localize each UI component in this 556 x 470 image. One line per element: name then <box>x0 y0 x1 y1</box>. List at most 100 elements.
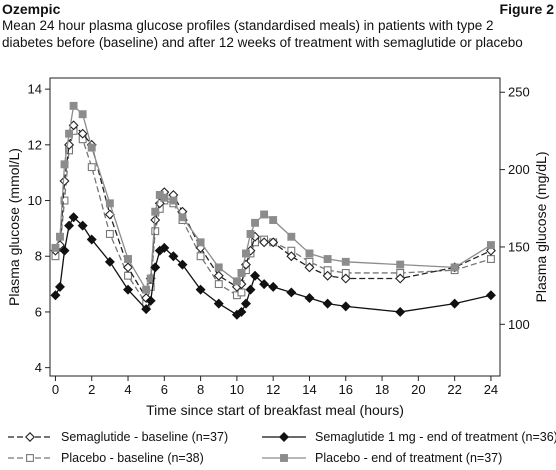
figure-caption-line-1: Mean 24 hour plasma glucose profiles (st… <box>2 18 494 33</box>
series-1-point <box>340 273 351 284</box>
y-right-tick-label: 100 <box>508 317 530 332</box>
series-4-point <box>486 241 495 250</box>
series-3-point <box>250 270 261 281</box>
series-1-point <box>59 176 70 187</box>
x-axis-label: Time since start of breakfast meal (hour… <box>146 402 404 418</box>
series-4-point <box>450 263 459 272</box>
series-3-point <box>159 242 170 253</box>
series-4-point <box>169 196 178 205</box>
y-right-tick-label: 150 <box>508 239 530 254</box>
figure-caption-line-2: diabetes before (baseline) and after 12 … <box>2 35 523 50</box>
series-4-point <box>51 243 60 252</box>
series-3-point <box>322 298 333 309</box>
series-3-point <box>177 259 188 270</box>
series-1-point <box>304 262 315 273</box>
series-4-point <box>178 213 187 222</box>
series-3-point <box>485 290 496 301</box>
y-tick-label: 14 <box>28 82 42 97</box>
series-4-point <box>305 249 314 258</box>
series-4-point <box>124 255 132 263</box>
series-3-point <box>340 301 351 312</box>
series-4-point <box>69 101 78 110</box>
series-1-point <box>286 251 297 262</box>
series-2-point <box>196 252 205 261</box>
figure-header: Ozempic Figure 2 Mean 24 hour plasma glu… <box>2 1 554 51</box>
series-4-point <box>142 285 151 294</box>
series-3-point <box>395 306 406 317</box>
x-tick-label: 16 <box>339 382 353 397</box>
series-3-point <box>141 304 152 315</box>
legend-label: Placebo - baseline (n=38) <box>61 451 204 465</box>
series-3-point <box>213 298 224 309</box>
series-2-point <box>87 163 96 172</box>
legend-item: Placebo - end of treatment (n=37) <box>262 451 502 465</box>
x-tick-label: 14 <box>302 382 316 397</box>
x-tick-label: 8 <box>197 382 204 397</box>
series-1-line <box>54 124 492 299</box>
figure-number: Figure 2 <box>499 1 554 17</box>
series-1-point <box>395 273 406 284</box>
series-3 <box>50 212 496 320</box>
legend-label: Semaglutide 1 mg - end of treatment (n=3… <box>315 430 556 444</box>
series-3-point <box>195 284 206 295</box>
series-3-point <box>304 293 315 303</box>
series-4-point <box>246 230 255 238</box>
y-right-tick-label: 250 <box>508 85 530 100</box>
series-4-point <box>60 160 69 169</box>
series-1-point <box>64 139 75 150</box>
series-4-point <box>160 193 169 202</box>
y-tick-label: 4 <box>35 360 42 375</box>
series-3-point <box>77 220 88 231</box>
chart-legend: Semaglutide - baseline (n=37) Semaglutide… <box>8 430 556 465</box>
drug-name: Ozempic <box>2 1 61 17</box>
series-4-point <box>65 129 74 138</box>
series-4-point <box>237 269 246 277</box>
series-3-point <box>50 290 61 301</box>
series-3-point <box>55 281 65 292</box>
legend-label: Semaglutide - baseline (n=37) <box>61 430 228 444</box>
series-4 <box>51 101 495 294</box>
series-2-point <box>124 271 132 280</box>
legend-marker <box>25 432 35 442</box>
chart-axes: 0 2 4 6 8 10 12 14 16 18 20 22 244681012141001502002… <box>28 77 530 397</box>
x-tick-label: 4 <box>124 382 131 397</box>
legend-marker <box>26 454 34 462</box>
series-3-point <box>123 284 134 295</box>
series-2-point <box>60 196 69 205</box>
y-tick-label: 8 <box>35 249 42 264</box>
x-tick-label: 18 <box>375 382 389 397</box>
x-tick-label: 10 <box>230 382 244 397</box>
series-4-line <box>54 105 492 291</box>
x-tick-label: 20 <box>411 382 425 397</box>
y-axis-label-right: Plasma glucose (mg/dL) <box>533 152 549 303</box>
legend-marker <box>279 432 289 442</box>
series-4-point <box>105 199 114 208</box>
x-tick-label: 2 <box>88 382 95 397</box>
series-4-point <box>269 216 278 224</box>
series-1-point <box>268 237 279 248</box>
series-3-point <box>240 298 251 309</box>
series-4-point <box>196 238 205 247</box>
series-4-point <box>287 232 296 241</box>
series-1-point <box>77 128 88 139</box>
series-3-point <box>286 287 297 298</box>
series-3-point <box>86 234 97 245</box>
series-4-point <box>396 260 405 269</box>
series-3-point <box>145 295 156 306</box>
series-3-point <box>59 245 70 256</box>
series-4-point <box>56 232 64 241</box>
series-1-point <box>259 237 270 248</box>
series-4-point <box>214 263 223 272</box>
series-layer <box>50 101 496 320</box>
series-4-point <box>341 257 350 266</box>
y-tick-label: 6 <box>35 304 42 319</box>
series-2 <box>51 126 495 308</box>
legend-item: Placebo - baseline (n=38) <box>8 451 204 465</box>
x-tick-label: 0 <box>52 382 59 397</box>
series-4-point <box>78 110 87 119</box>
series-3-point <box>104 256 115 267</box>
series-1-point <box>213 270 224 281</box>
series-3-point <box>64 220 75 231</box>
legend-item: Semaglutide - baseline (n=37) <box>8 430 228 444</box>
